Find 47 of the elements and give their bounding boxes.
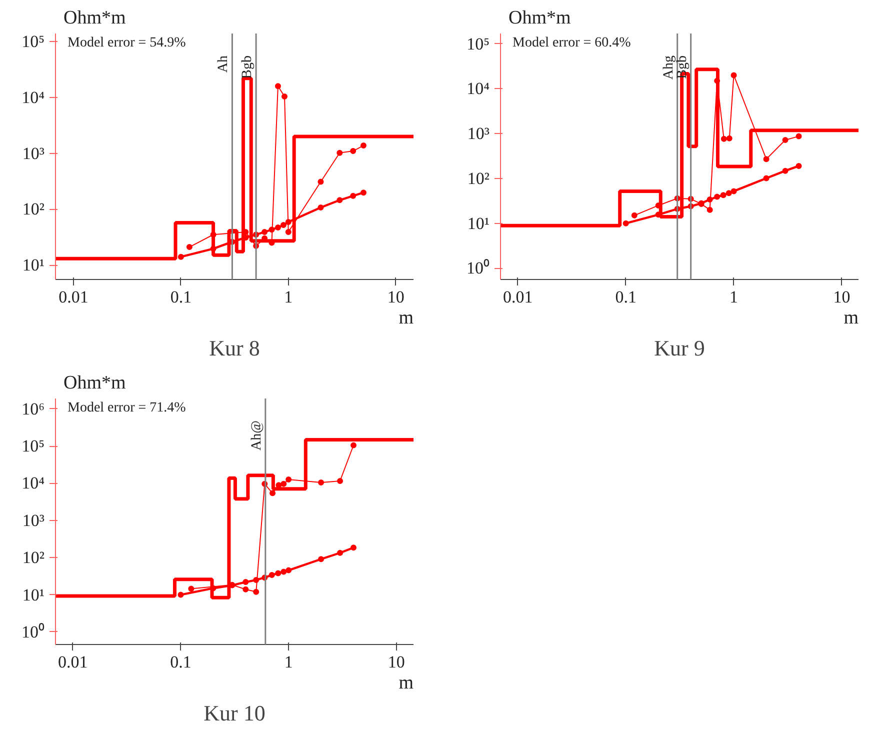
y-tick-label: 10¹ [467, 214, 490, 233]
annotation: Model error = 60.4% [512, 36, 632, 50]
x-axis-title: m [398, 672, 414, 694]
x-tick-label: 1 [284, 652, 293, 672]
y-tick-label: 10³ [22, 144, 45, 163]
x-tick-label: 10 [388, 652, 405, 672]
x-axis-title: m [398, 308, 414, 328]
x-tick-label: 0.01 [503, 288, 533, 306]
y-tick-label: 10⁰ [466, 258, 490, 278]
y-tick-label: 10¹ [22, 256, 45, 275]
y-tick-label: 10⁵ [22, 32, 45, 52]
ref-line-label: Ahg [661, 55, 676, 80]
y-tick-label: 10⁵ [466, 34, 490, 54]
y-tick-label: 10¹ [22, 585, 45, 604]
annotation: Model error = 54.9% [68, 36, 186, 50]
y-tick-label: 10² [22, 548, 45, 568]
y-axis-title: Ohm*m [64, 372, 126, 394]
ref-line-label: Bgb [674, 55, 690, 79]
y-axis-title: Ohm*m [508, 8, 571, 28]
y-tick-label: 10³ [22, 510, 45, 530]
y-tick-label: 10² [467, 168, 490, 188]
y-tick-label: 10² [22, 200, 45, 219]
annotation: Model error = 71.4% [68, 400, 186, 416]
x-axis-title: m [844, 308, 859, 328]
x-tick-label: 0.01 [58, 288, 88, 306]
y-axis-title: Ohm*m [64, 8, 126, 28]
x-tick-label: 10 [833, 288, 850, 306]
text: Kur 10 [204, 700, 266, 726]
ref-line-label: Ah@ [249, 420, 264, 451]
text: Kur 8 [209, 336, 260, 360]
x-tick-label: 1 [284, 288, 293, 306]
x-tick-label: 1 [730, 288, 738, 306]
y-tick-label: 10⁶ [22, 399, 45, 418]
y-tick-label: 10⁰ [22, 622, 44, 642]
ref-line-label: Ah [216, 55, 232, 73]
x-tick-label: 0.1 [170, 288, 192, 306]
y-tick-label: 10⁴ [22, 474, 45, 493]
y-tick-label: 10⁴ [466, 79, 490, 98]
x-tick-label: 0.01 [58, 652, 88, 672]
x-tick-label: 0.1 [170, 652, 192, 672]
x-tick-label: 0.1 [615, 288, 636, 306]
text: Kur 9 [654, 336, 705, 360]
ref-line-label: Bgb [240, 55, 256, 79]
x-tick-label: 10 [387, 288, 404, 306]
y-tick-label: 10³ [467, 124, 490, 144]
y-tick-label: 10⁴ [22, 88, 45, 107]
y-tick-label: 10⁵ [22, 436, 45, 456]
